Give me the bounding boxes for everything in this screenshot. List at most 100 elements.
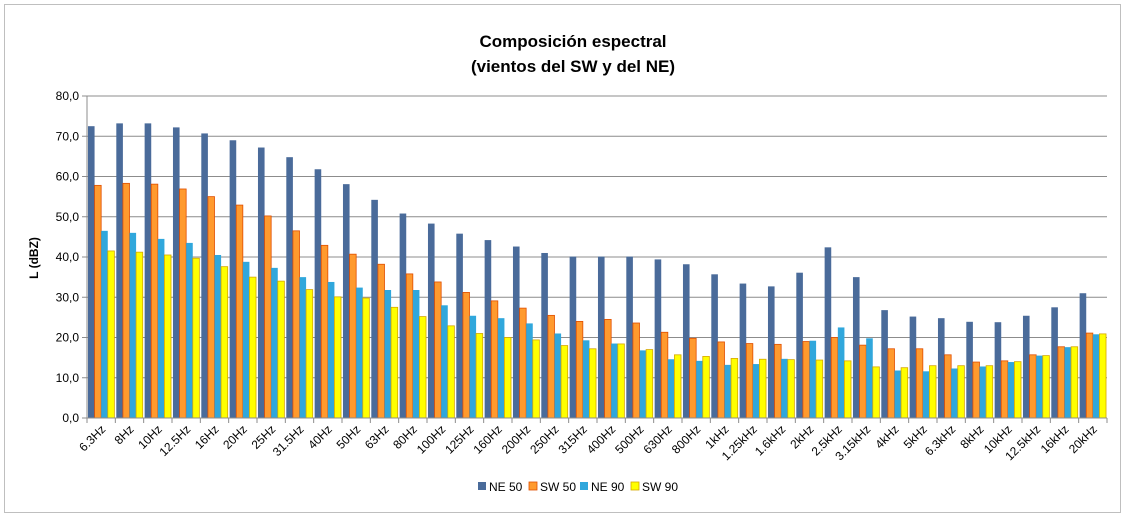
bar-ne-90 — [327, 281, 335, 418]
x-tick-label: 6.3kHz — [922, 422, 958, 458]
bar-sw-90 — [985, 365, 994, 419]
legend-swatch — [478, 482, 486, 490]
bar-sw-90 — [674, 354, 682, 419]
bar-sw-90 — [135, 251, 144, 419]
bar-ne-50 — [314, 169, 322, 418]
bar-sw-90 — [164, 254, 172, 419]
bar-sw-90 — [560, 345, 569, 419]
bar-ne-50 — [1022, 315, 1030, 418]
bar-ne-50 — [597, 256, 605, 418]
bar-ne-90 — [157, 238, 165, 418]
bar-ne-90 — [129, 232, 137, 418]
bar-ne-90 — [186, 242, 193, 418]
bar-ne-50 — [286, 157, 293, 418]
bar-ne-90 — [979, 366, 987, 418]
bar-sw-50 — [264, 215, 272, 419]
legend: NE 50 SW 50 NE 90 SW 90 — [478, 480, 678, 494]
bar-ne-90 — [639, 350, 647, 418]
bar-sw-50 — [94, 184, 102, 419]
x-tick-labels: 6.3Hz 8Hz10Hz12.5Hz16Hz20Hz25Hz31.5Hz40Hz… — [76, 418, 1108, 463]
bar-sw-90 — [192, 257, 200, 419]
bar-ne-90 — [299, 277, 307, 419]
bar-sw-50 — [802, 341, 810, 419]
y-axis-label: L (dBZ) — [27, 237, 41, 279]
bar-sw-50 — [405, 273, 414, 419]
bar-sw-90 — [220, 266, 229, 419]
bar-sw-90 — [390, 306, 399, 419]
x-tick-label: 16kHz — [1038, 422, 1072, 456]
bar-ne-90 — [101, 230, 108, 418]
legend-label: SW 90 — [642, 480, 678, 494]
bar-sw-50 — [320, 244, 329, 419]
bar-sw-90 — [504, 337, 512, 419]
bar-sw-50 — [689, 337, 697, 419]
bar-sw-50 — [179, 188, 187, 419]
bar-ne-90 — [214, 254, 222, 418]
legend-label: NE 90 — [591, 480, 625, 494]
bar-sw-90 — [617, 343, 625, 419]
bar-ne-50 — [342, 184, 350, 418]
x-tick-label: 12.5Hz — [157, 422, 194, 459]
bar-sw-90 — [929, 365, 937, 419]
bar-sw-50 — [745, 343, 754, 419]
bar-ne-90 — [611, 343, 618, 418]
bar-sw-50 — [490, 300, 499, 419]
bar-sw-50 — [462, 292, 470, 419]
x-tick-label: 1.6kHz — [752, 422, 788, 458]
bar-ne-90 — [469, 315, 477, 418]
bar-ne-50 — [456, 233, 463, 418]
bar-sw-50 — [122, 182, 130, 419]
chart-title-line2: (vientos del SW y del NE) — [471, 57, 675, 76]
bar-sw-50 — [1029, 354, 1037, 419]
bar-sw-90 — [305, 289, 314, 419]
bar-ne-90 — [1036, 355, 1043, 418]
bar-ne-90 — [1007, 362, 1015, 418]
bar-sw-90 — [787, 359, 795, 419]
bar-sw-50 — [887, 348, 895, 419]
bar-ne-50 — [626, 256, 633, 418]
bar-ne-50 — [682, 264, 690, 418]
bar-sw-50 — [1057, 346, 1065, 419]
bar-ne-90 — [667, 359, 675, 418]
bar-ne-90 — [951, 368, 958, 418]
bar-sw-50 — [547, 314, 555, 419]
bar-ne-90 — [526, 323, 533, 418]
x-tick-label: 800Hz — [669, 422, 703, 456]
bar-ne-50 — [796, 272, 803, 418]
x-tick-label: 100Hz — [414, 422, 448, 456]
bar-sw-50 — [1085, 332, 1094, 419]
bar-sw-50 — [859, 344, 867, 419]
legend-swatch — [580, 482, 588, 490]
legend-label: SW 50 — [540, 480, 576, 494]
x-tick-label: 630Hz — [640, 422, 674, 456]
bar-sw-90 — [362, 297, 370, 419]
bar-ne-90 — [582, 340, 590, 418]
x-tick-label: 8Hz — [112, 422, 137, 447]
bar-sw-90 — [532, 339, 540, 419]
bar-ne-90 — [866, 338, 873, 418]
bar-sw-50 — [830, 337, 839, 419]
y-tick-label: 70,0 — [56, 129, 80, 143]
bar-ne-90 — [781, 358, 788, 418]
x-tick-label: 20Hz — [220, 422, 250, 452]
legend-label: NE 50 — [489, 480, 523, 494]
legend-swatch — [528, 481, 538, 491]
bar-ne-90 — [384, 290, 392, 418]
bar-sw-50 — [377, 263, 385, 419]
bar-sw-50 — [349, 253, 357, 419]
bar-sw-90 — [815, 359, 824, 419]
bar-sw-90 — [475, 333, 484, 419]
x-tick-label: 31.5Hz — [270, 422, 307, 459]
bar-ne-50 — [569, 256, 577, 418]
axes — [86, 96, 1107, 419]
y-tick-labels: 0,0 10,0 20,0 30,0 40,0 50,0 60,0 70,0 80,0 — [56, 89, 80, 425]
x-tick-label: 200Hz — [499, 422, 533, 456]
bar-ne-50 — [711, 274, 718, 418]
y-tick-label: 10,0 — [56, 371, 80, 385]
bar-ne-50 — [824, 247, 832, 418]
bar-ne-90 — [271, 267, 278, 418]
y-tick-label: 0,0 — [62, 411, 79, 425]
bar-ne-90 — [894, 370, 902, 418]
bar-sw-90 — [107, 250, 115, 419]
